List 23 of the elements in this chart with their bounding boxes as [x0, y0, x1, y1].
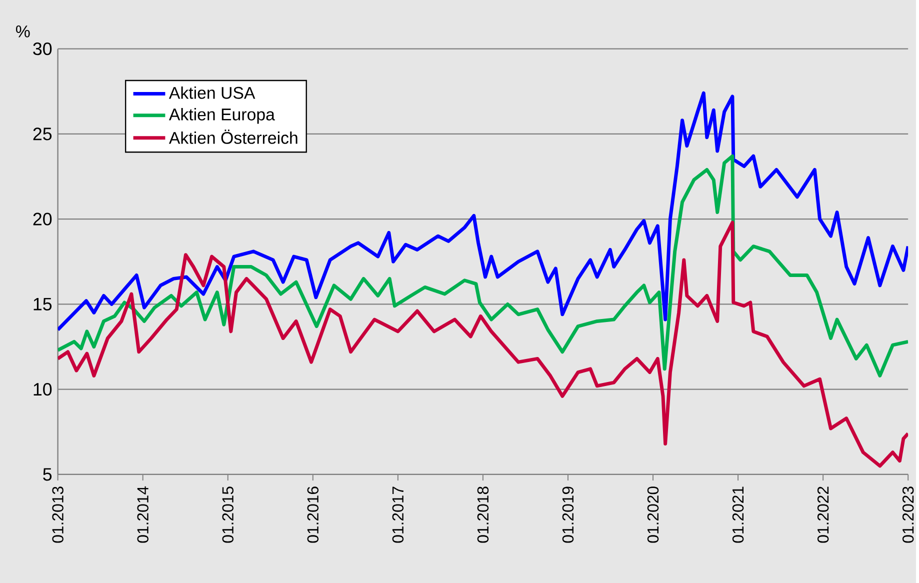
x-tick-label: 01.2023: [902, 486, 914, 543]
y-axis-title: %: [16, 25, 30, 38]
line-series: [58, 220, 908, 468]
y-tick-label: 20: [33, 212, 52, 226]
legend-label: Aktien Europa: [168, 108, 275, 124]
x-tick-label: 01.2020: [647, 486, 659, 543]
x-tick-label: 01.2015: [222, 486, 234, 543]
line-series: [58, 154, 908, 378]
y-tick-label: 15: [34, 298, 52, 310]
x-tick-label: 01.2016: [307, 486, 319, 543]
y-tick-label: 10: [34, 382, 52, 396]
x-tick-label: 01.2021: [732, 486, 744, 543]
y-tick-label: 5: [43, 468, 52, 481]
y-tick-label: 25: [33, 128, 52, 140]
y-tick-label: 30: [33, 42, 52, 56]
legend-label: Aktien Österreich: [168, 130, 298, 144]
x-tick-label: 01.2022: [817, 486, 829, 543]
x-tick-label: 01.2014: [137, 486, 148, 543]
legend-label: Aktien USA: [168, 86, 256, 99]
x-tick-label: 01.2019: [562, 486, 574, 543]
x-tick-label: 01.2018: [477, 486, 489, 543]
x-tick-label: 01.2017: [392, 486, 404, 543]
x-tick-label: 01.2013: [52, 486, 64, 543]
